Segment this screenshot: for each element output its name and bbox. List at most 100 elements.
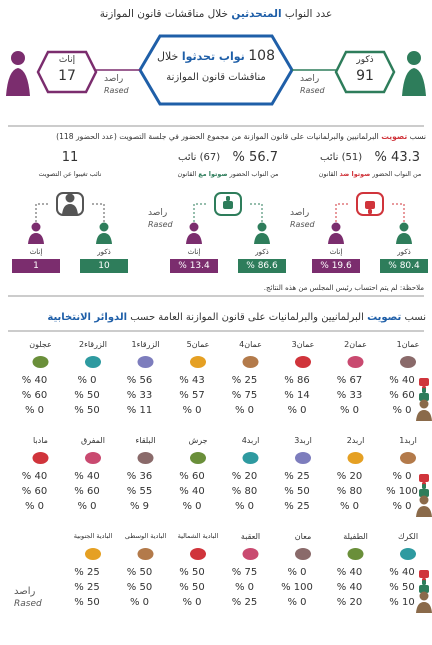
district-absent: 0 %: [129, 597, 150, 608]
females-label: إناث: [58, 55, 76, 65]
legend-for: [419, 585, 429, 593]
district-map: [347, 452, 364, 464]
total-text: مناقشات قانون الموازنة: [166, 72, 266, 83]
title-text: خلال مناقشات قانون الموازنة: [99, 8, 229, 20]
district-against: 50 %: [179, 567, 205, 578]
description-text: القانون: [318, 170, 338, 178]
description: من النواب الحضور صوتوا مع القانون: [168, 170, 288, 178]
brand-en: Rased: [290, 220, 315, 229]
district-name: اربد1: [399, 436, 417, 445]
legend-absent: [419, 399, 429, 409]
district-for: 60 %: [74, 486, 100, 497]
district-against: 25 %: [231, 375, 258, 386]
district-absent: 10 %: [389, 597, 415, 608]
legend-for: [422, 484, 426, 489]
district-absent: 50 %: [74, 597, 100, 608]
description-text: صوتوا ضد: [339, 170, 371, 178]
district-absent: 50 %: [74, 405, 100, 416]
males: 10: [80, 259, 128, 273]
district-map: [190, 452, 206, 464]
connector: [335, 203, 405, 222]
females-label: إناث: [329, 248, 343, 256]
legend-against: [419, 378, 429, 386]
male-speaker-icon: [402, 51, 426, 96]
brand-en: Rased: [148, 220, 173, 229]
district-name: العقبة: [240, 532, 261, 541]
district-for: 60 %: [389, 390, 415, 401]
district-against: 0 %: [77, 375, 97, 386]
district-against: 40 %: [336, 567, 363, 578]
legend-absent: [419, 495, 429, 505]
district-name: عمان3: [291, 340, 315, 349]
percent: 56.7 %: [232, 150, 278, 165]
district-name: الطفيلة: [343, 532, 368, 541]
district-absent: 0 %: [392, 501, 412, 512]
description: نائب تغيبوا عن التصويت: [10, 170, 130, 178]
district-map: [400, 356, 416, 368]
district-name: المفرق: [81, 436, 105, 445]
female-icon: [189, 222, 199, 232]
district-name: اربد3: [294, 436, 312, 445]
district-against: 40 %: [21, 375, 48, 386]
females: 19.6 %: [312, 259, 360, 273]
district-for: 33 %: [336, 390, 363, 401]
legend-for: [419, 489, 429, 497]
districts-title-highlight: الدوائر الانتخابية: [47, 312, 128, 323]
absent-icon: [62, 204, 78, 215]
district-map: [400, 548, 416, 560]
district-map: [137, 452, 154, 464]
district-absent: 0 %: [339, 501, 360, 512]
legend-for: [419, 393, 429, 401]
district-absent: 0 %: [182, 597, 202, 608]
district-for: 50 %: [74, 390, 100, 401]
district-absent: 0 %: [287, 597, 307, 608]
females: 1: [12, 259, 60, 273]
female-icon: [31, 222, 41, 232]
district-absent: 9 %: [129, 501, 150, 512]
district-name: مادبا: [33, 436, 48, 445]
district-map: [295, 548, 311, 560]
hexagon-males: [334, 50, 396, 94]
district-against: 60 %: [179, 471, 205, 482]
district-map: [85, 452, 101, 464]
district-map: [190, 548, 206, 560]
district-against: 86 %: [284, 375, 310, 386]
title-highlight: المتحدثين: [231, 8, 282, 20]
district-map: [242, 452, 259, 464]
district-for: 40 %: [336, 582, 363, 593]
description-text: صوتوا مع: [198, 170, 228, 178]
legend-for: [422, 388, 426, 393]
district-against: 56 %: [126, 375, 153, 386]
total-highlight: نواب تحدثوا: [181, 50, 245, 63]
title-text: عدد النواب: [284, 8, 333, 20]
district-map: [32, 452, 49, 464]
district-for: 80 %: [231, 486, 258, 497]
district-against: 75 %: [231, 567, 258, 578]
percent: 11: [61, 150, 79, 165]
district-name: اربد4: [241, 436, 260, 445]
thumb-icon: [368, 209, 372, 214]
brand-ar: راصد: [300, 74, 320, 84]
males-label: ذكور: [356, 55, 374, 65]
district-map: [295, 356, 311, 368]
count: (51) نائب: [320, 152, 363, 163]
note: ملاحظة: لم يتم احتساب رئيس المجلس من هذه…: [263, 284, 424, 292]
district-name: الكرك: [397, 532, 419, 541]
district-name: معان: [294, 532, 312, 541]
district-absent: 0 %: [287, 405, 307, 416]
district-for: 14 %: [284, 390, 310, 401]
district-map: [242, 548, 259, 560]
female-icon: [186, 233, 202, 244]
district-for: 50 %: [389, 582, 415, 593]
connector: [35, 203, 105, 222]
district-for: 33 %: [126, 390, 153, 401]
brand-en: Rased: [104, 86, 129, 95]
district-map: [85, 548, 101, 560]
district-against: 67 %: [336, 375, 363, 386]
brand-ar: راصد: [104, 74, 124, 84]
district-for: 0 %: [234, 582, 255, 593]
district-map: [347, 356, 364, 368]
brand-ar: راصد: [14, 586, 36, 597]
total: 108: [248, 48, 275, 64]
